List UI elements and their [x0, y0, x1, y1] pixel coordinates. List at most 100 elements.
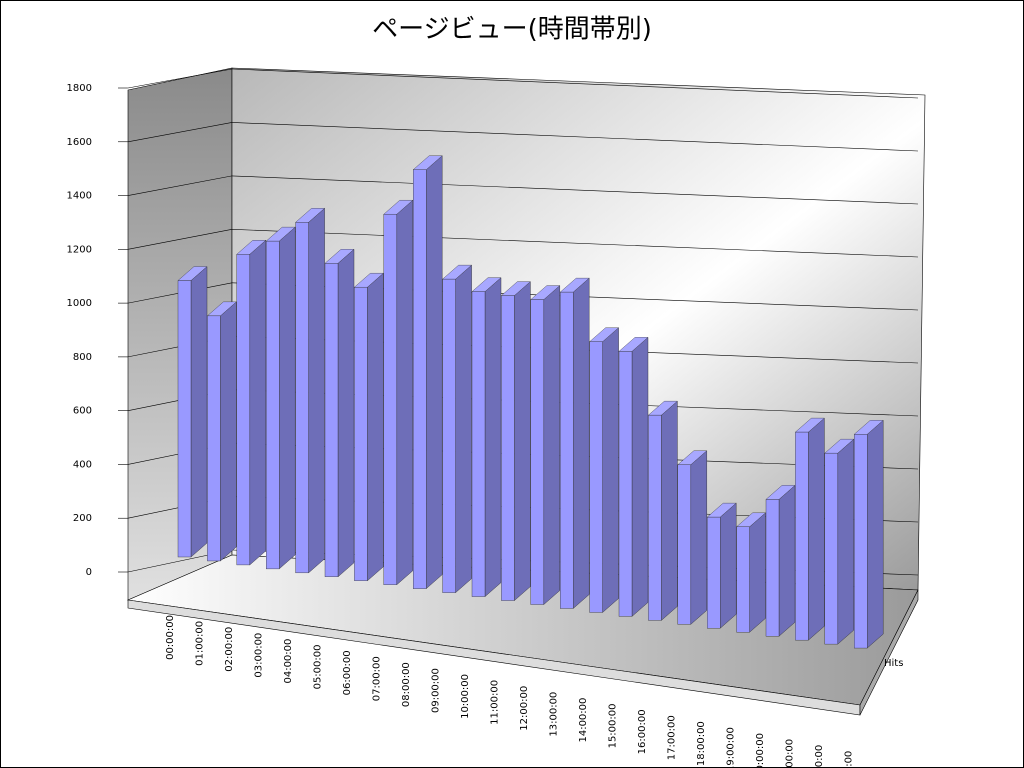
bar-front — [442, 278, 456, 593]
grid-line — [231, 68, 919, 99]
x-tick-label: 19:00:00 — [726, 727, 737, 768]
bar-front — [707, 516, 721, 629]
bar — [736, 512, 767, 633]
y-tick-label: 400 — [73, 459, 92, 470]
x-tick-label: 10:00:00 — [460, 674, 471, 719]
grid-line — [127, 229, 233, 250]
bar-side — [514, 281, 531, 602]
y-tick-label: 200 — [73, 513, 92, 524]
floor-side — [859, 589, 919, 716]
bar — [765, 484, 796, 637]
bar-side — [337, 248, 355, 578]
bar-side — [602, 327, 619, 613]
x-tick-label: 21:00:00 — [785, 739, 796, 768]
bar-side — [455, 264, 472, 594]
bar-side — [367, 272, 384, 582]
bar — [471, 277, 502, 598]
bar — [677, 450, 708, 625]
x-tick-label: 12:00:00 — [519, 686, 530, 731]
bar — [794, 417, 825, 641]
bar — [589, 327, 620, 613]
bar-front — [854, 434, 868, 649]
bar-side — [837, 438, 854, 645]
bar — [530, 285, 561, 605]
x-tick-label: 13:00:00 — [549, 692, 560, 737]
x-tick-label: 18:00:00 — [696, 721, 707, 766]
bar — [324, 248, 355, 578]
x-tick-label: 20:00:00 — [755, 733, 766, 768]
x-tick-label: 03:00:00 — [254, 633, 265, 678]
x-tick-label: 22:00:00 — [814, 745, 825, 768]
bar-front — [295, 222, 309, 574]
bar-front — [589, 341, 603, 613]
series-label: Hits — [884, 658, 903, 669]
bar — [559, 277, 590, 609]
x-tick-label: 11:00:00 — [490, 680, 501, 725]
bar-side — [543, 285, 560, 605]
bar-front — [501, 295, 515, 601]
x-tick-label: 05:00:00 — [313, 645, 324, 690]
bar — [353, 272, 384, 582]
bar — [177, 266, 208, 558]
x-tick-label: 09:00:00 — [431, 668, 442, 713]
bar-side — [867, 419, 884, 649]
bar — [236, 239, 267, 566]
bar — [706, 502, 737, 629]
grid-line — [127, 175, 233, 196]
y-tick-label: 600 — [73, 406, 92, 417]
grid-line — [127, 122, 233, 143]
x-tick-label: 15:00:00 — [608, 704, 619, 749]
grid-line — [231, 122, 919, 152]
bar-side — [631, 336, 649, 617]
bar-side — [484, 277, 502, 598]
bar — [647, 400, 678, 621]
bar-front — [765, 499, 780, 637]
bar — [265, 226, 296, 570]
bar-front — [618, 351, 633, 617]
bar-side — [279, 226, 296, 570]
bar-front — [648, 414, 662, 621]
y-tick-label: 800 — [73, 352, 92, 363]
bar-front — [266, 240, 280, 570]
y-tick-label: 1000 — [67, 298, 92, 309]
bar-side — [396, 199, 413, 586]
y-tick-label: 1600 — [67, 137, 92, 148]
y-tick-label: 1800 — [67, 83, 92, 94]
x-tick-label: 06:00:00 — [342, 650, 353, 695]
x-tick-label: 01:00:00 — [195, 621, 206, 666]
grid-line — [127, 68, 233, 89]
bar-side — [220, 301, 237, 562]
bar-side — [661, 400, 678, 621]
x-tick-label: 00:00:00 — [165, 615, 176, 660]
x-tick-label: 16:00:00 — [637, 709, 648, 754]
bar-front — [530, 299, 544, 605]
y-tick-label: 1200 — [67, 244, 92, 255]
bar — [412, 155, 443, 590]
bar-side — [690, 450, 707, 625]
bar-side — [190, 266, 208, 558]
bar-side — [720, 502, 737, 629]
y-tick-label: 1400 — [67, 191, 92, 202]
bar — [618, 336, 649, 617]
bar-side — [808, 417, 825, 641]
x-tick-label: 04:00:00 — [283, 639, 294, 684]
bar-front — [795, 431, 809, 641]
grid-line — [231, 229, 919, 258]
x-tick-label: 14:00:00 — [578, 698, 589, 743]
bar-front — [177, 280, 192, 558]
x-tick-label: 02:00:00 — [224, 627, 235, 672]
bar-front — [560, 291, 574, 609]
bar — [206, 301, 237, 562]
bar-side — [308, 207, 325, 574]
bar-front — [354, 287, 368, 581]
bar-front — [383, 214, 397, 585]
bar-side — [249, 239, 266, 566]
bar-front — [824, 452, 838, 645]
x-tick-label: 08:00:00 — [401, 662, 412, 707]
x-tick-label: 23:00:00 — [844, 751, 855, 768]
bar-front — [413, 169, 427, 589]
y-tick-label: 0 — [86, 567, 92, 578]
x-tick-label: 17:00:00 — [667, 715, 678, 760]
bar — [442, 264, 473, 594]
